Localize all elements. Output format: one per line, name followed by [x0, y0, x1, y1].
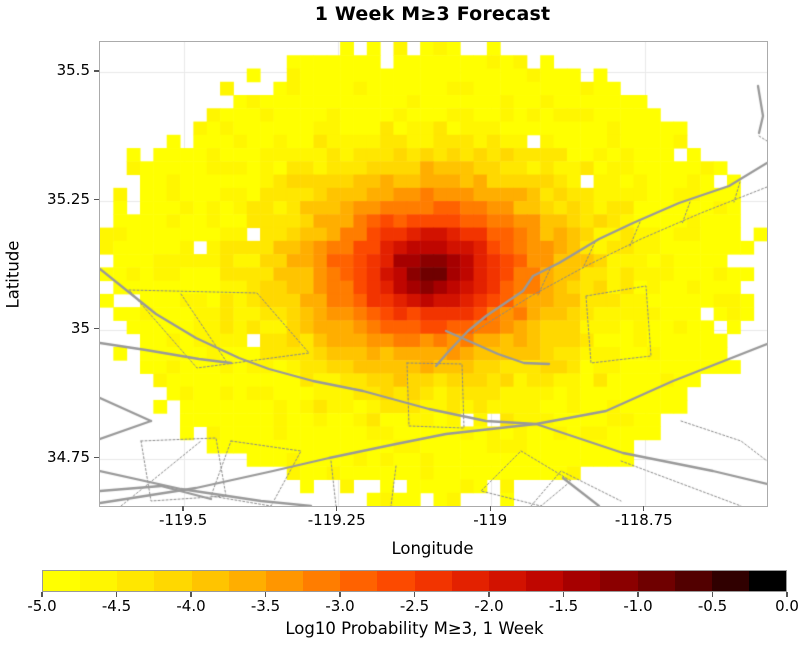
- y-tick-mark: [94, 70, 99, 72]
- x-tick-label: -119: [473, 511, 508, 529]
- colorbar-segment-12: [488, 571, 527, 591]
- x-tick-label: -118.75: [614, 511, 673, 529]
- colorbar-label: Log10 Probability M≥3, 1 Week: [285, 619, 544, 638]
- x-tick-mark: [182, 506, 184, 511]
- colorbar-tick-label: -3.0: [325, 597, 355, 615]
- y-tick-mark: [94, 456, 99, 459]
- y-tick-label: 35: [70, 318, 90, 337]
- colorbar-tick-label: -2.0: [474, 597, 504, 615]
- colorbar-segment-6: [265, 571, 304, 591]
- x-axis-label: Longitude: [391, 539, 474, 558]
- colorbar-tick-label: -5.0: [27, 597, 57, 615]
- colorbar-segment-4: [191, 571, 229, 591]
- colorbar-segment-11: [451, 571, 489, 591]
- colorbar-segment-17: [674, 571, 712, 591]
- colorbar-tick-mark: [190, 592, 192, 597]
- colorbar-tick-mark: [115, 592, 118, 597]
- x-tick-label: -119.5: [158, 511, 208, 529]
- colorbar-tick-mark: [786, 592, 788, 597]
- colorbar-tick-mark: [562, 592, 565, 597]
- colorbar-segment-7: [303, 571, 341, 591]
- colorbar-tick-mark: [41, 592, 43, 597]
- x-tick-label: -119.25: [307, 511, 366, 529]
- y-tick-label: 35.5: [56, 60, 90, 79]
- colorbar-tick-label: -0.5: [697, 597, 728, 615]
- colorbar-tick-label: -1.0: [623, 597, 653, 615]
- chart-title: 1 Week M≥3 Forecast: [314, 3, 551, 25]
- colorbar-tick-mark: [488, 592, 490, 597]
- colorbar-tick-label: -1.5: [548, 597, 579, 615]
- colorbar-segment-19: [748, 571, 787, 591]
- x-tick-mark: [335, 506, 338, 511]
- probability-heatmap-canvas: [100, 42, 767, 506]
- x-tick-mark: [643, 506, 645, 511]
- colorbar-segment-14: [563, 571, 601, 591]
- colorbar-tick-mark: [637, 592, 639, 597]
- colorbar-segment-1: [80, 571, 118, 591]
- plot-area: [99, 41, 768, 507]
- colorbar-segment-3: [154, 571, 192, 591]
- colorbar-segment-16: [637, 571, 675, 591]
- colorbar-segment-5: [228, 571, 266, 591]
- y-tick-mark: [94, 199, 99, 201]
- colorbar: [42, 570, 787, 592]
- colorbar-segment-9: [377, 571, 415, 591]
- colorbar-segment-8: [340, 571, 378, 591]
- colorbar-tick-label: -2.5: [399, 597, 430, 615]
- colorbar-tick-mark: [413, 592, 416, 597]
- colorbar-segment-10: [414, 571, 452, 591]
- x-tick-mark: [489, 506, 491, 511]
- y-tick-label: 35.25: [47, 189, 90, 208]
- colorbar-segment-0: [43, 571, 81, 591]
- colorbar-tick-mark: [339, 592, 341, 597]
- y-tick-mark: [94, 327, 99, 330]
- colorbar-segment-15: [600, 571, 638, 591]
- colorbar-tick-label: -4.0: [176, 597, 206, 615]
- colorbar-tick-label: -3.5: [250, 597, 281, 615]
- y-axis-label: Latitude: [3, 240, 23, 309]
- colorbar-tick-label: 0.0: [775, 597, 799, 615]
- colorbar-tick-mark: [264, 592, 267, 597]
- colorbar-tick-mark: [711, 592, 714, 597]
- colorbar-segment-18: [711, 571, 749, 591]
- y-tick-label: 34.75: [47, 447, 90, 466]
- colorbar-segment-2: [117, 571, 155, 591]
- colorbar-segment-13: [526, 571, 564, 591]
- colorbar-tick-label: -4.5: [101, 597, 132, 615]
